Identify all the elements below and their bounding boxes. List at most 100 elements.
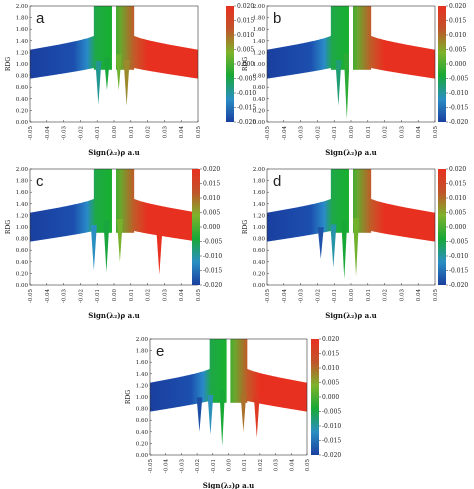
colorbar-tick-label: -0.005 xyxy=(203,239,222,246)
x-tick-label: 0.05 xyxy=(305,459,311,472)
y-tick-label: 2.00 xyxy=(16,167,29,173)
spike-mark xyxy=(116,219,123,262)
x-tick-label: 0.03 xyxy=(274,459,280,472)
panel-letter: b xyxy=(273,10,281,27)
y-tick-label: 1.40 xyxy=(253,202,266,208)
x-axis-label: Sign(λ₂)ρ a.u xyxy=(88,148,139,157)
zero-gap xyxy=(111,6,117,73)
colorbar-tick-label: 0.015 xyxy=(237,18,254,25)
y-tick-label: 1.20 xyxy=(16,50,29,56)
colorbar-tick-label: -0.020 xyxy=(322,452,341,459)
colorbar-tick-label: 0.000 xyxy=(449,224,466,231)
spike-mark xyxy=(207,394,214,435)
x-tick-label: -0.04 xyxy=(45,126,51,141)
y-tick-label: 0.60 xyxy=(16,85,29,91)
colorbar-tick-label: -0.005 xyxy=(237,76,256,83)
x-tick-label: 0.05 xyxy=(196,126,202,139)
colorbar-tick-label: -0.015 xyxy=(449,268,468,275)
colorbar-tick-label: -0.015 xyxy=(237,105,256,112)
x-axis-label: Sign(λ₂)ρ a.u xyxy=(203,481,254,489)
colorbar-tick-label: 0.000 xyxy=(322,394,339,401)
y-tick-label: 1.40 xyxy=(136,372,149,378)
x-tick-label: 0.04 xyxy=(416,126,422,139)
y-tick-label: 0.40 xyxy=(253,260,266,266)
chart-panel-b: 0.00 0.20 0.40 0.60 0.80 1.00 1.20 1.40 1.60 1.80… xyxy=(242,3,468,157)
colorbar-tick-label: 0.000 xyxy=(449,61,466,68)
x-tick-label: 0.04 xyxy=(179,126,185,139)
colorbar-tick-label: 0.010 xyxy=(449,195,466,202)
y-tick-label: 1.80 xyxy=(253,179,266,185)
colorbar xyxy=(192,169,200,285)
chart-panel-d: 0.00 0.20 0.40 0.60 0.80 1.00 1.20 1.40 1.60 1.80… xyxy=(242,166,468,320)
colorbar-tick-label: 0.010 xyxy=(449,32,466,39)
colorbar-tick-label: 0.015 xyxy=(203,181,220,188)
panel-letter: c xyxy=(36,173,44,190)
y-tick-label: 1.60 xyxy=(136,360,149,366)
zero-gap xyxy=(226,339,231,406)
colorbar-tick-label: -0.015 xyxy=(203,268,222,275)
y-axis-label: RDG xyxy=(5,220,12,234)
x-tick-label: 0.05 xyxy=(433,289,439,302)
x-tick-label: -0.02 xyxy=(78,289,84,303)
x-tick-label: 0.01 xyxy=(366,289,372,301)
x-tick-label: -0.04 xyxy=(282,126,288,141)
x-tick-label: -0.03 xyxy=(299,126,305,141)
y-tick-label: 0.00 xyxy=(16,283,29,289)
y-tick-label: 0.40 xyxy=(16,97,29,103)
x-tick-label: -0.01 xyxy=(95,126,101,140)
panel-letter: e xyxy=(156,343,164,360)
spike-mark xyxy=(95,60,102,105)
colorbar xyxy=(226,6,234,122)
colorbar-tick-label: 0.015 xyxy=(449,181,466,188)
spike-mark xyxy=(253,397,260,438)
zero-gap xyxy=(111,169,117,236)
y-tick-label: 0.40 xyxy=(16,260,29,266)
spike-mark xyxy=(196,397,203,432)
y-tick-label: 1.40 xyxy=(16,202,29,208)
spike-mark xyxy=(335,59,342,106)
x-tick-label: -0.05 xyxy=(148,459,154,474)
x-tick-label: -0.03 xyxy=(179,459,185,474)
x-tick-label: 0.01 xyxy=(129,289,135,301)
x-tick-label: -0.03 xyxy=(62,126,68,141)
spike-mark xyxy=(343,53,350,120)
colorbar xyxy=(438,6,446,122)
y-tick-label: 0.60 xyxy=(136,418,149,424)
y-tick-label: 0.80 xyxy=(136,407,149,413)
y-axis-label: RDG xyxy=(5,57,12,71)
colorbar-tick-label: 0.000 xyxy=(203,224,220,231)
colorbar-tick-label: -0.005 xyxy=(322,409,341,416)
chart-panel-c: 0.00 0.20 0.40 0.60 0.80 1.00 1.20 1.40 1.60 1.80… xyxy=(5,166,222,320)
x-axis-label: Sign(λ₂)ρ a.u xyxy=(88,311,139,320)
y-tick-label: 1.80 xyxy=(16,179,29,185)
x-tick-label: -0.04 xyxy=(45,289,51,304)
panel-letter: d xyxy=(273,173,281,190)
colorbar-tick-label: -0.005 xyxy=(449,239,468,246)
colorbar-tick-label: -0.010 xyxy=(449,90,468,97)
spike-mark xyxy=(103,57,110,91)
y-tick-label: 0.80 xyxy=(253,237,266,243)
colorbar-tick-label: 0.020 xyxy=(449,3,466,10)
x-tick-label: 0.01 xyxy=(129,126,135,138)
zero-gap xyxy=(348,169,354,236)
rdg-point-cloud xyxy=(267,6,435,120)
spike-mark xyxy=(353,218,360,277)
x-tick-label: 0.02 xyxy=(383,289,389,301)
x-tick-label: 0.02 xyxy=(146,289,152,301)
chart-panel-a: 0.00 0.20 0.40 0.60 0.80 1.00 1.20 1.40 1.60 1.80… xyxy=(5,3,256,157)
y-tick-label: 1.60 xyxy=(253,190,266,196)
x-tick-label: 0.01 xyxy=(366,126,372,138)
x-tick-label: -0.01 xyxy=(332,126,338,140)
x-tick-label: -0.04 xyxy=(282,289,288,304)
colorbar-tick-label: 0.005 xyxy=(203,210,220,217)
y-tick-label: 0.20 xyxy=(253,108,266,114)
y-tick-label: 0.20 xyxy=(16,271,29,277)
y-tick-label: 1.80 xyxy=(253,16,266,22)
y-tick-label: 1.20 xyxy=(16,213,29,219)
x-tick-label: -0.04 xyxy=(164,459,170,474)
spike-mark xyxy=(341,219,348,280)
y-tick-label: 1.60 xyxy=(16,27,29,33)
y-tick-label: 0.40 xyxy=(136,430,149,436)
y-tick-label: 1.00 xyxy=(253,62,266,68)
y-tick-label: 1.20 xyxy=(253,213,266,219)
